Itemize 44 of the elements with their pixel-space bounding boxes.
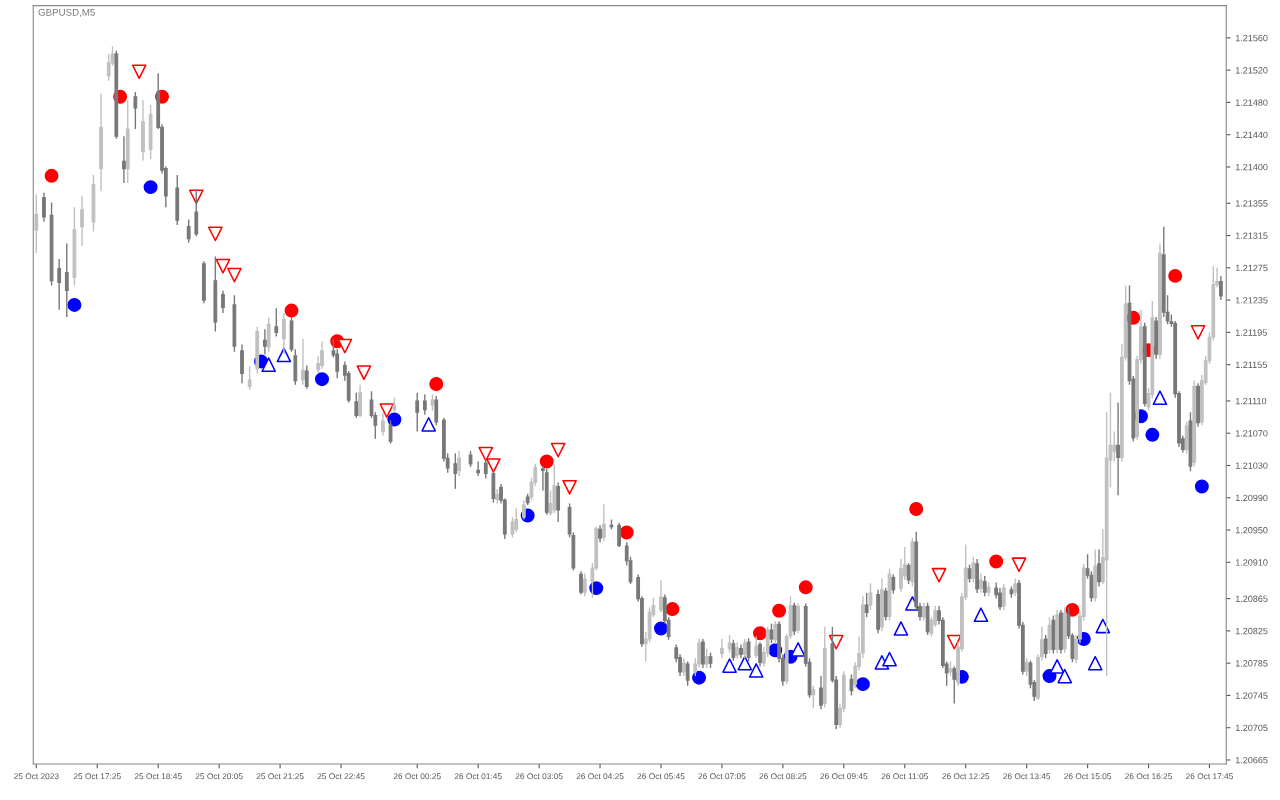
y-tick-label: 1.20745 <box>1235 692 1268 699</box>
y-tick-label: 1.21440 <box>1235 131 1268 139</box>
x-tick-label: 25 Oct 20:05 <box>195 773 243 780</box>
x-tick-label: 26 Oct 16:25 <box>1125 773 1173 780</box>
y-tick-label: 1.21110 <box>1235 397 1267 405</box>
y-tick-label: 1.21560 <box>1235 34 1268 42</box>
x-tick-label: 26 Oct 07:05 <box>698 773 746 780</box>
x-tick-label: 26 Oct 05:45 <box>637 773 685 780</box>
x-tick-label: 26 Oct 12:25 <box>942 773 990 780</box>
x-tick-label: 26 Oct 03:05 <box>515 773 563 780</box>
y-tick-label: 1.20865 <box>1235 595 1268 602</box>
y-tick-label: 1.21030 <box>1235 462 1268 469</box>
x-tick-label: 25 Oct 2023 <box>14 773 59 780</box>
x-tick-label: 26 Oct 04:25 <box>576 773 624 780</box>
y-tick-label: 1.20785 <box>1235 660 1268 667</box>
y-tick-label: 1.21235 <box>1235 297 1268 304</box>
x-tick-label: 26 Oct 00:25 <box>393 773 441 780</box>
x-tick-label: 26 Oct 09:45 <box>820 773 868 780</box>
y-tick-label: 1.21275 <box>1235 264 1268 272</box>
y-tick-label: 1.21355 <box>1235 200 1268 207</box>
y-tick-label: 1.21520 <box>1235 67 1268 74</box>
x-tick-label: 26 Oct 15:05 <box>1064 773 1112 780</box>
chart-title: GBPUSD,M5 <box>38 8 95 17</box>
y-tick-label: 1.20825 <box>1235 627 1268 635</box>
x-tick-label: 25 Oct 21:25 <box>256 773 304 780</box>
x-tick-label: 25 Oct 18:45 <box>134 773 182 780</box>
y-tick-label: 1.21155 <box>1235 361 1267 368</box>
x-tick-label: 26 Oct 13:45 <box>1003 773 1051 780</box>
y-tick-label: 1.21195 <box>1235 329 1267 336</box>
x-tick-label: 25 Oct 17:25 <box>73 773 121 780</box>
y-tick-label: 1.20990 <box>1235 494 1268 502</box>
y-tick-label: 1.21070 <box>1235 430 1268 437</box>
y-tick-label: 1.21480 <box>1235 99 1268 106</box>
y-tick-label: 1.21315 <box>1235 232 1268 239</box>
x-tick-label: 26 Oct 08:25 <box>759 773 807 780</box>
x-tick-label: 26 Oct 17:45 <box>1186 773 1233 780</box>
y-tick-label: 1.21400 <box>1235 163 1268 171</box>
x-tick-label: 25 Oct 22:45 <box>317 773 365 780</box>
y-tick-label: 1.20910 <box>1235 559 1268 566</box>
y-tick-label: 1.20665 <box>1235 756 1268 764</box>
x-tick-label: 26 Oct 01:45 <box>454 773 502 780</box>
y-tick-label: 1.20950 <box>1235 526 1268 534</box>
x-tick-label: 26 Oct 11:05 <box>881 773 928 780</box>
y-tick-label: 1.20705 <box>1235 724 1268 732</box>
